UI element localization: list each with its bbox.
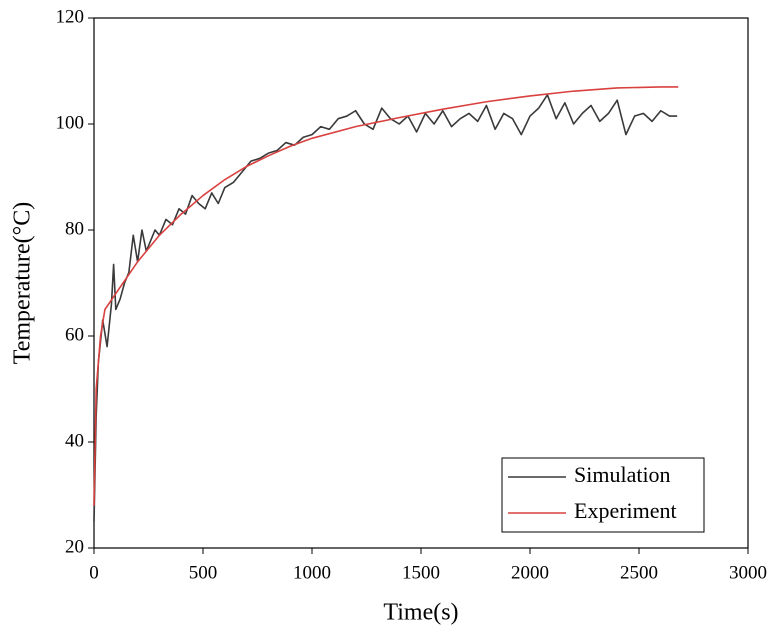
x-tick-label: 3000 [729,562,767,583]
legend-text: Experiment [574,498,677,523]
y-tick-label: 100 [56,112,85,133]
y-tick-label: 40 [65,430,84,451]
y-tick-label: 120 [56,6,85,27]
x-tick-label: 2500 [620,562,658,583]
y-tick-label: 60 [65,324,84,345]
x-tick-label: 500 [189,562,218,583]
y-tick-label: 80 [65,218,84,239]
x-tick-label: 2000 [511,562,549,583]
x-tick-label: 1500 [402,562,440,583]
x-axis-title: Time(s) [383,600,458,626]
y-axis-title: Temperature(°C) [10,202,36,365]
y-tick-label: 20 [65,536,84,557]
x-tick-label: 1000 [293,562,331,583]
legend-text: Simulation [574,462,671,487]
x-tick-label: 0 [89,562,99,583]
line-series [93,94,678,522]
legend-box [501,457,705,533]
line-series [93,86,679,506]
